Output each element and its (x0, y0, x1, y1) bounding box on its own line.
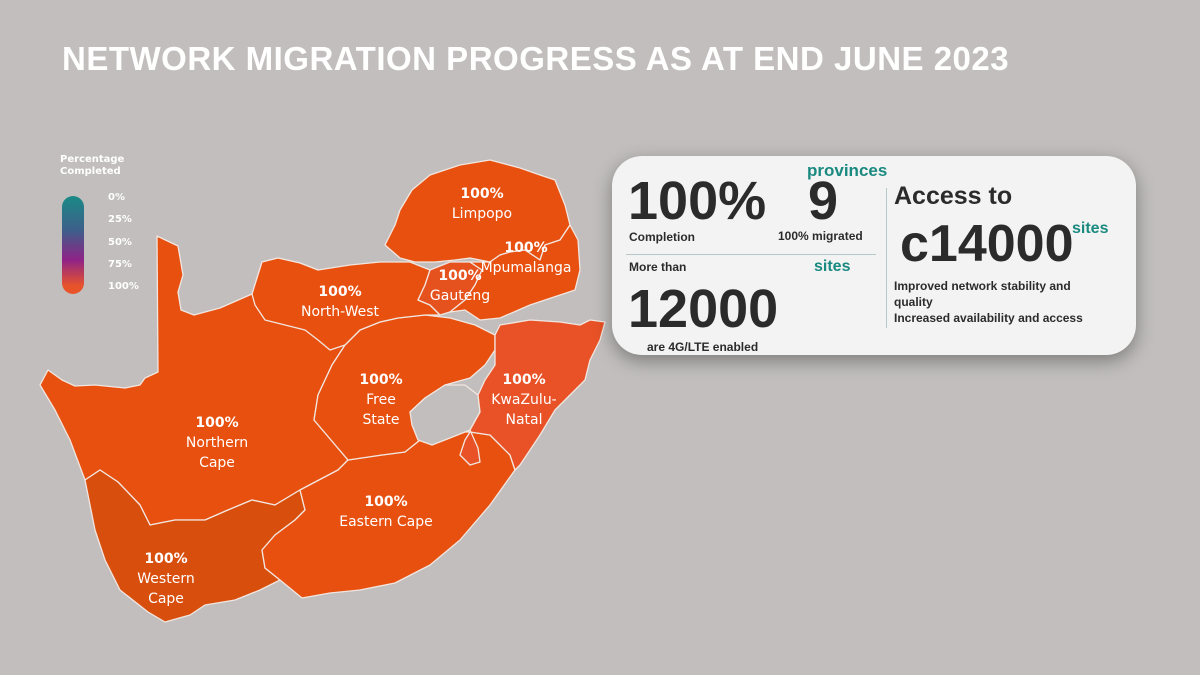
legend: Percentage Completed 0% 25% 50% 75% 100% (60, 154, 150, 294)
completion-value: 100% (628, 171, 767, 231)
provinces-unit: provinces (807, 161, 888, 180)
label-mpumalanga: 100% Mpumalanga (480, 240, 572, 276)
label-northern-cape: 100% Northern Cape (185, 415, 249, 471)
stats-card: 100% Completion provinces 9 100% migrate… (612, 156, 1136, 355)
province-north-west (251, 257, 441, 351)
legend-tick: 100% (108, 281, 139, 292)
legend-tick: 25% (108, 214, 132, 225)
label-limpopo: 100% Limpopo (451, 186, 513, 222)
sites-unit: sites (814, 258, 851, 275)
more-than-label: More than (629, 260, 687, 274)
label-eastern-cape: 100% Eastern Cape (339, 494, 433, 530)
label-gauteng: 100% Gauteng (429, 268, 491, 304)
lte-label: are 4G/LTE enabled (647, 340, 759, 354)
divider-vertical (886, 188, 887, 328)
legend-tick: 0% (108, 192, 125, 203)
benefit-1: Improved network stability and (894, 279, 1071, 293)
access-value: c14000 (900, 215, 1074, 273)
province-kwazulu-natal (459, 319, 606, 471)
label-western-cape: 100% Western Cape (137, 551, 195, 607)
provinces-value: 9 (808, 171, 839, 231)
benefit-2: Increased availability and access (894, 311, 1083, 325)
legend-title-2: Completed (60, 166, 121, 177)
completion-label: Completion (629, 230, 695, 244)
label-kwazulu-natal: 100% KwaZulu- Natal (491, 372, 557, 428)
provinces-label: 100% migrated (778, 229, 863, 243)
divider-horizontal (626, 254, 876, 255)
access-to-label: Access to (894, 182, 1013, 210)
province-mpumalanga (449, 224, 581, 321)
legend-tick: 75% (108, 259, 132, 270)
access-unit: sites (1072, 220, 1109, 237)
label-free-state: 100% Free State (359, 372, 403, 428)
benefit-1b: quality (894, 295, 933, 309)
page-title: NETWORK MIGRATION PROGRESS AS AT END JUN… (62, 40, 1010, 77)
legend-tick: 50% (108, 237, 132, 248)
label-north-west: 100% North-West (300, 284, 380, 320)
legend-gradient-bar (62, 196, 84, 294)
lte-value: 12000 (628, 279, 779, 339)
legend-title-1: Percentage (60, 154, 125, 165)
